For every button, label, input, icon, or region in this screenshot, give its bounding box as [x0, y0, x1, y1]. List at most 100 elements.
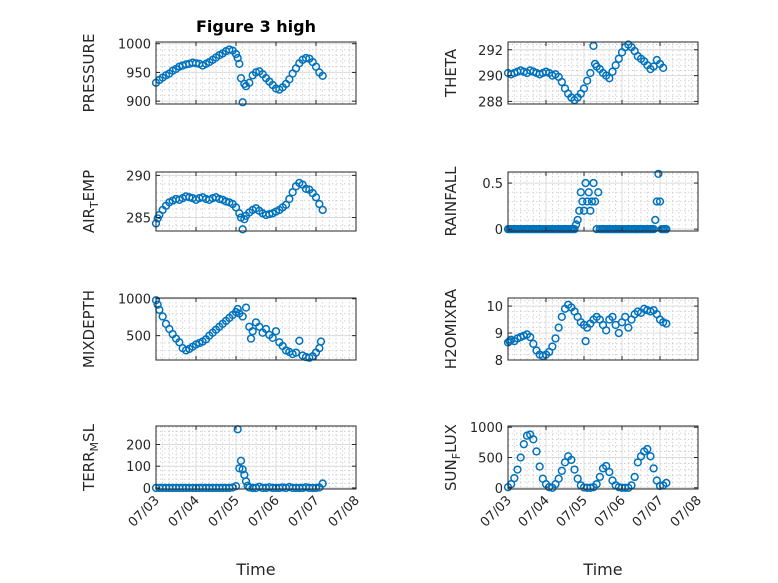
y-tick-label: 1000: [118, 38, 151, 53]
y-axis-label: MIXDEPTH: [80, 290, 98, 368]
data-point: [659, 63, 668, 72]
subplot-terr-msl: 0 100 200 07/03 07/04 07/05 07/06 07/07 07/08 Tim…: [80, 423, 363, 579]
axes-frame: [507, 171, 699, 232]
data-point: [311, 483, 321, 493]
data-point: [529, 435, 538, 444]
data-point: [318, 479, 327, 488]
data-point: [318, 205, 327, 215]
data-point: [605, 467, 614, 477]
subplot-theta: 288 290 292 THETA: [442, 40, 699, 110]
y-axis-label: TERRMSL: [80, 423, 101, 492]
y-tick-label: 9: [495, 327, 503, 342]
y-tick-label: 0: [495, 482, 503, 497]
data-point: [315, 199, 324, 209]
x-axis-label: Time: [235, 560, 275, 579]
subplot-h2omixra: 8 9 10 H2OMIXRA: [442, 288, 699, 369]
x-tick-label: 07/08: [326, 493, 363, 530]
y-tick-label: 1000: [470, 421, 503, 436]
y-tick-label: 292: [478, 44, 503, 59]
data-point: [510, 473, 519, 483]
data-point: [316, 337, 326, 346]
data-point: [233, 304, 242, 314]
y-tick-label: 10: [486, 300, 503, 315]
data-point: [655, 197, 665, 206]
data-series: [503, 300, 671, 361]
data-point: [526, 332, 535, 342]
x-tick-label: 07/05: [554, 493, 591, 530]
x-tick-label: 07/06: [246, 493, 283, 530]
data-point: [608, 312, 617, 322]
y-axis-label: H2OMIXRA: [442, 288, 460, 369]
data-point: [158, 312, 167, 321]
data-point: [571, 220, 581, 229]
subplot-mixdepth: 500 1000 MIXDEPTH: [80, 290, 357, 368]
data-point: [295, 336, 304, 345]
data-point: [236, 456, 246, 465]
y-tick-label: 8: [495, 354, 503, 369]
y-tick-label: 288: [478, 95, 503, 110]
data-point: [570, 225, 579, 234]
x-tick-label: 07/07: [286, 493, 323, 530]
data-point: [261, 324, 271, 334]
data-point: [573, 474, 582, 483]
data-point: [594, 188, 603, 197]
y-tick-label: 290: [478, 70, 503, 85]
data-point: [643, 444, 652, 454]
y-tick-label: 0: [143, 482, 151, 497]
y-axis-label: SUNFLUX: [442, 424, 463, 491]
data-point: [557, 466, 566, 475]
data-point: [586, 68, 595, 78]
data-point: [231, 203, 241, 212]
data-point: [576, 188, 585, 197]
subplot-pressure: 900 950 1000 PRESSURE Figure 3 high: [80, 17, 357, 112]
data-point: [238, 465, 247, 474]
axes-frame: [155, 171, 357, 232]
data-point: [605, 74, 614, 83]
data-point: [583, 76, 592, 85]
data-point: [590, 197, 600, 206]
data-point: [535, 462, 544, 471]
y-tick-label: 200: [126, 438, 151, 453]
data-point: [238, 312, 247, 321]
x-tick-label: 07/03: [478, 493, 515, 530]
y-axis-label: RAINFALL: [442, 166, 460, 237]
data-point: [592, 480, 601, 489]
x-tick-label: 07/07: [630, 493, 667, 530]
y-tick-label: 285: [126, 212, 151, 227]
data-point: [241, 303, 251, 312]
x-tick-label: 07/03: [126, 493, 163, 530]
data-series: [503, 169, 671, 234]
data-point: [589, 178, 598, 188]
data-point: [238, 225, 247, 234]
data-point: [570, 465, 579, 474]
data-point: [652, 197, 661, 206]
data-point: [505, 336, 514, 346]
data-point: [557, 77, 566, 87]
y-tick-label: 500: [126, 330, 151, 345]
y-axis-label: AIRTEMP: [80, 170, 101, 233]
y-tick-label: 0.5: [482, 177, 503, 192]
axes-frame: [507, 41, 699, 105]
data-point: [586, 483, 595, 492]
data-point: [649, 225, 658, 234]
y-axis-label: THETA: [442, 48, 460, 98]
data-series: [151, 45, 327, 107]
x-axis-label: Time: [582, 560, 622, 579]
data-point: [235, 59, 244, 68]
x-tick-label: 07/05: [206, 493, 243, 530]
data-point: [583, 197, 592, 206]
y-tick-label: 1000: [118, 293, 151, 308]
data-point: [318, 71, 327, 81]
data-point: [311, 193, 321, 202]
data-point: [548, 342, 557, 351]
y-tick-label: 100: [126, 460, 151, 475]
data-point: [649, 464, 658, 473]
x-tick-label: 07/04: [516, 493, 553, 530]
x-tick-label: 07/06: [592, 493, 629, 530]
data-point: [231, 49, 241, 59]
data-point: [614, 328, 623, 338]
data-point: [175, 338, 184, 347]
data-point: [557, 312, 566, 322]
data-series: [151, 178, 327, 234]
data-point: [231, 482, 241, 491]
